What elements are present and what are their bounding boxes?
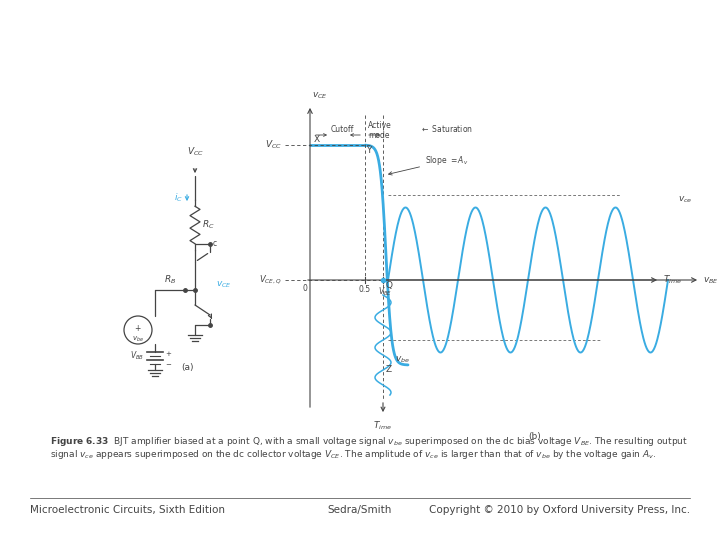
Text: $V_{CE,Q}$: $V_{CE,Q}$ (259, 274, 282, 286)
Text: $v_{ce}$: $v_{ce}$ (678, 195, 693, 205)
Text: Z: Z (386, 364, 392, 374)
Text: $i_C$: $i_C$ (174, 192, 183, 204)
Text: $v_{CE}$: $v_{CE}$ (312, 91, 328, 101)
Text: signal $v_{ce}$ appears superimposed on the dc collector voltage $V_{CE}$. The a: signal $v_{ce}$ appears superimposed on … (50, 448, 657, 461)
Text: $+$: $+$ (165, 348, 172, 357)
Text: Slope $= A_v$: Slope $= A_v$ (389, 154, 469, 175)
Text: Active
mode: Active mode (368, 121, 392, 140)
Text: Microelectronic Circuits, Sixth Edition: Microelectronic Circuits, Sixth Edition (30, 505, 225, 515)
Text: $v_{be}$: $v_{be}$ (395, 355, 410, 365)
Text: 0: 0 (302, 284, 307, 293)
Text: $\leftarrow$ Saturation: $\leftarrow$ Saturation (420, 123, 473, 134)
Text: Q: Q (386, 281, 393, 290)
Text: 0.5: 0.5 (359, 285, 371, 294)
Text: $V_{BE}$: $V_{BE}$ (378, 285, 392, 298)
Text: (a): (a) (181, 363, 194, 372)
Text: $V_{BB}$: $V_{BB}$ (130, 350, 144, 362)
Text: (b): (b) (528, 432, 541, 441)
Text: $v_{BE}$: $v_{BE}$ (703, 276, 719, 286)
Text: $V_{CC}$: $V_{CC}$ (186, 145, 204, 158)
Text: Cutoff: Cutoff (330, 125, 354, 134)
Text: $v_{be}$: $v_{be}$ (132, 335, 144, 344)
Text: Sedra/Smith: Sedra/Smith (328, 505, 392, 515)
Text: $T_{ime}$: $T_{ime}$ (663, 274, 682, 286)
Text: $T_{ime}$: $T_{ime}$ (374, 420, 392, 433)
Text: $\mathbf{Figure\ 6.33}$  BJT amplifier biased at a point Q, with a small voltage: $\mathbf{Figure\ 6.33}$ BJT amplifier bi… (50, 435, 688, 448)
Text: Copyright © 2010 by Oxford University Press, Inc.: Copyright © 2010 by Oxford University Pr… (429, 505, 690, 515)
Text: c: c (213, 240, 217, 248)
Text: $-$: $-$ (165, 360, 172, 366)
Text: $V_{CC}$: $V_{CC}$ (265, 139, 282, 151)
Text: $+$: $+$ (134, 323, 142, 333)
Text: $v_{CE}$: $v_{CE}$ (216, 279, 232, 290)
Text: Y: Y (366, 146, 372, 155)
Text: X: X (314, 135, 320, 144)
Text: $R_C$: $R_C$ (202, 219, 215, 231)
Text: $R_B$: $R_B$ (164, 273, 176, 286)
